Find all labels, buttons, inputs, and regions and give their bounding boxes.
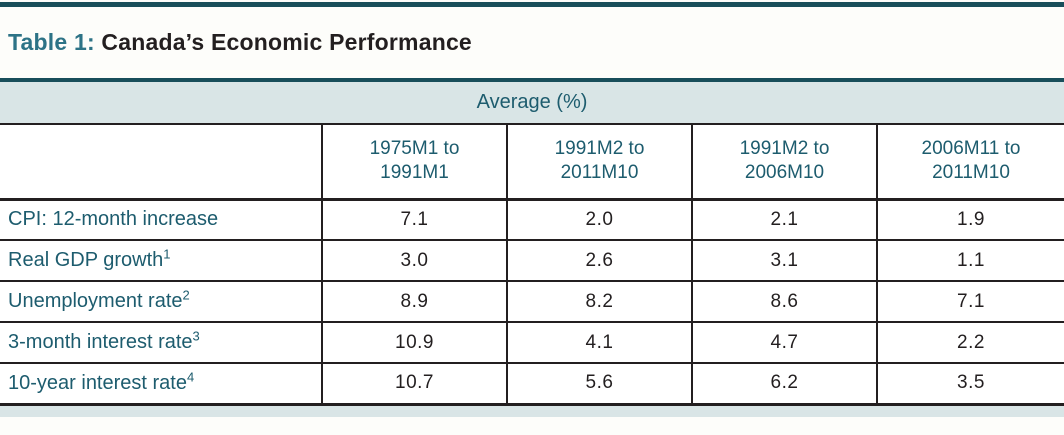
table-row-gdp: Real GDP growth1 3.0 2.6 3.1 1.1 xyxy=(0,240,1064,281)
row-label: CPI: 12-month increase xyxy=(0,199,322,240)
column-header-line: 2006M11 to xyxy=(921,138,1021,160)
table-group-header: Average (%) xyxy=(0,78,1064,125)
row-label-text: Real GDP growth xyxy=(8,249,164,271)
value-cell: 2.2 xyxy=(876,322,1064,363)
value-cell: 1.1 xyxy=(876,240,1064,281)
column-header-line: 2006M10 xyxy=(744,162,825,184)
column-header-line: 2011M10 xyxy=(560,162,639,184)
page-title: Table 1: Canada’s Economic Performance xyxy=(8,29,472,56)
column-header-period-1: 1975M1 to 1991M1 xyxy=(321,125,507,201)
row-label: 3-month interest rate3 xyxy=(0,322,322,363)
value-cell: 8.2 xyxy=(506,281,692,322)
value-cell: 2.0 xyxy=(506,199,692,240)
footnote-marker: 3 xyxy=(192,328,200,344)
row-label: Unemployment rate2 xyxy=(0,281,322,322)
value-cell: 3.1 xyxy=(691,240,877,281)
table-row-unemployment: Unemployment rate2 8.9 8.2 8.6 7.1 xyxy=(0,281,1064,322)
table-title-text: Canada’s Economic Performance xyxy=(94,29,472,55)
value-cell: 8.9 xyxy=(321,281,507,322)
footer-strip xyxy=(0,405,1064,417)
value-cell: 6.2 xyxy=(691,363,877,404)
economic-performance-table: 1975M1 to 1991M1 1991M2 to 2011M10 1991M… xyxy=(0,125,1064,406)
column-header-line: 1975M1 to xyxy=(369,138,460,160)
column-header-period-2: 1991M2 to 2011M10 xyxy=(506,125,692,201)
value-cell: 8.6 xyxy=(691,281,877,322)
value-cell: 4.7 xyxy=(691,322,877,363)
column-header-period-4: 2006M11 to 2011M10 xyxy=(876,125,1064,201)
footnote-marker: 4 xyxy=(186,369,195,385)
value-cell: 4.1 xyxy=(506,322,692,363)
value-cell: 10.9 xyxy=(321,322,507,363)
row-label-text: Unemployment rate xyxy=(8,290,183,312)
column-header-line: 2011M10 xyxy=(932,162,1010,184)
footnote-marker: 2 xyxy=(182,287,190,303)
value-cell: 7.1 xyxy=(876,281,1064,322)
value-cell: 5.6 xyxy=(506,363,692,404)
value-cell: 3.0 xyxy=(321,240,507,281)
top-rule-divider xyxy=(0,2,1064,7)
row-label-text: CPI: 12-month increase xyxy=(8,208,219,231)
value-cell: 2.1 xyxy=(691,199,877,240)
table-number-label: Table 1: xyxy=(8,29,95,55)
footnote-marker: 1 xyxy=(163,246,171,262)
row-label-text: 10-year interest rate xyxy=(8,371,187,394)
period-header-row: 1975M1 to 1991M1 1991M2 to 2011M10 1991M… xyxy=(0,125,1064,201)
table-row-3month-rate: 3-month interest rate3 10.9 4.1 4.7 2.2 xyxy=(0,322,1064,363)
table-row-10year-rate: 10-year interest rate4 10.7 5.6 6.2 3.5 xyxy=(0,363,1064,404)
value-cell: 10.7 xyxy=(321,363,507,404)
column-header-line: 1991M2 to xyxy=(739,138,830,160)
row-label: Real GDP growth1 xyxy=(0,240,322,281)
stub-header-cell xyxy=(0,125,322,201)
economic-performance-table-wrap: Average (%) 1975M1 to 1991M1 1991M2 to xyxy=(0,78,1064,417)
value-cell: 3.5 xyxy=(876,363,1064,404)
column-header-line: 1991M2 to xyxy=(554,138,645,160)
column-header-period-3: 1991M2 to 2006M10 xyxy=(691,125,877,201)
value-cell: 1.9 xyxy=(876,199,1064,240)
value-cell: 7.1 xyxy=(321,199,507,240)
row-label-text: 3-month interest rate xyxy=(8,331,193,353)
value-cell: 2.6 xyxy=(506,240,692,281)
table-row-cpi: CPI: 12-month increase 7.1 2.0 2.1 1.9 xyxy=(0,199,1064,240)
row-label: 10-year interest rate4 xyxy=(0,363,322,404)
column-header-line: 1991M1 xyxy=(380,162,449,184)
